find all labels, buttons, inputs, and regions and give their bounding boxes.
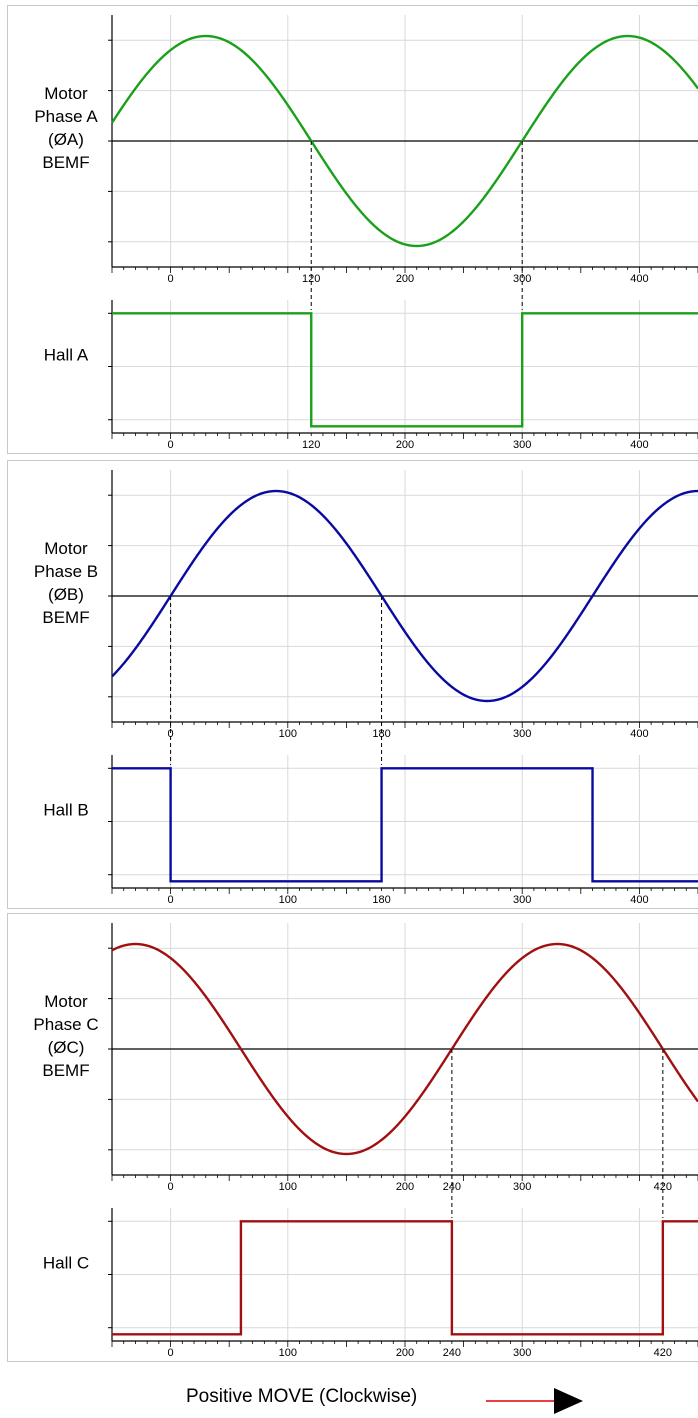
bemf-label-line: Phase A — [34, 107, 98, 126]
bemf-label-line: BEMF — [42, 1061, 89, 1080]
panel-border — [8, 461, 698, 909]
bemf-label-line: Phase B — [34, 562, 98, 581]
x-tick-label: 200 — [396, 1181, 414, 1193]
x-tick-label: 300 — [513, 894, 531, 906]
x-tick-label: 420 — [654, 1347, 672, 1359]
bemf-label-line: Motor — [44, 84, 88, 103]
hall-label: Hall B — [43, 801, 88, 820]
x-tick-label: 100 — [279, 1347, 297, 1359]
x-tick-label: 300 — [513, 1347, 531, 1359]
x-tick-label: 200 — [396, 1347, 414, 1359]
hall-label: Hall C — [43, 1254, 89, 1273]
direction-label: Positive MOVE (Clockwise) — [186, 1386, 417, 1408]
x-tick-label: 0 — [168, 894, 174, 906]
bemf-label-line: Motor — [44, 539, 88, 558]
bemf-label-line: (ØC) — [48, 1038, 85, 1057]
x-tick-label: 400 — [630, 273, 648, 285]
x-tick-label: 200 — [396, 273, 414, 285]
x-tick-label: 400 — [630, 439, 648, 451]
bemf-label-line: BEMF — [42, 153, 89, 172]
x-tick-label: 300 — [513, 728, 531, 740]
x-tick-label: 300 — [513, 1181, 531, 1193]
hall-label: Hall A — [44, 346, 89, 365]
bemf-label-line: Motor — [44, 992, 88, 1011]
bemf-label-line: (ØB) — [48, 585, 84, 604]
panel-border — [8, 914, 698, 1362]
x-tick-label: 300 — [513, 439, 531, 451]
x-tick-label: 100 — [279, 1181, 297, 1193]
x-tick-label: 100 — [279, 894, 297, 906]
bemf-label-line: (ØA) — [48, 130, 84, 149]
panel-border — [8, 6, 698, 454]
x-tick-label: 0 — [168, 439, 174, 451]
x-tick-label: 120 — [302, 439, 320, 451]
bemf-label-line: BEMF — [42, 608, 89, 627]
x-tick-label: 240 — [443, 1347, 461, 1359]
x-tick-label: 200 — [396, 439, 414, 451]
x-tick-label: 100 — [279, 728, 297, 740]
x-tick-label: 180 — [372, 894, 390, 906]
x-tick-label: 0 — [168, 1181, 174, 1193]
bemf-label-line: Phase C — [33, 1015, 98, 1034]
right-arrow-icon — [486, 1384, 586, 1418]
x-tick-label: 0 — [168, 1347, 174, 1359]
x-tick-label: 400 — [630, 728, 648, 740]
x-tick-label: 0 — [168, 273, 174, 285]
x-tick-label: 400 — [630, 894, 648, 906]
